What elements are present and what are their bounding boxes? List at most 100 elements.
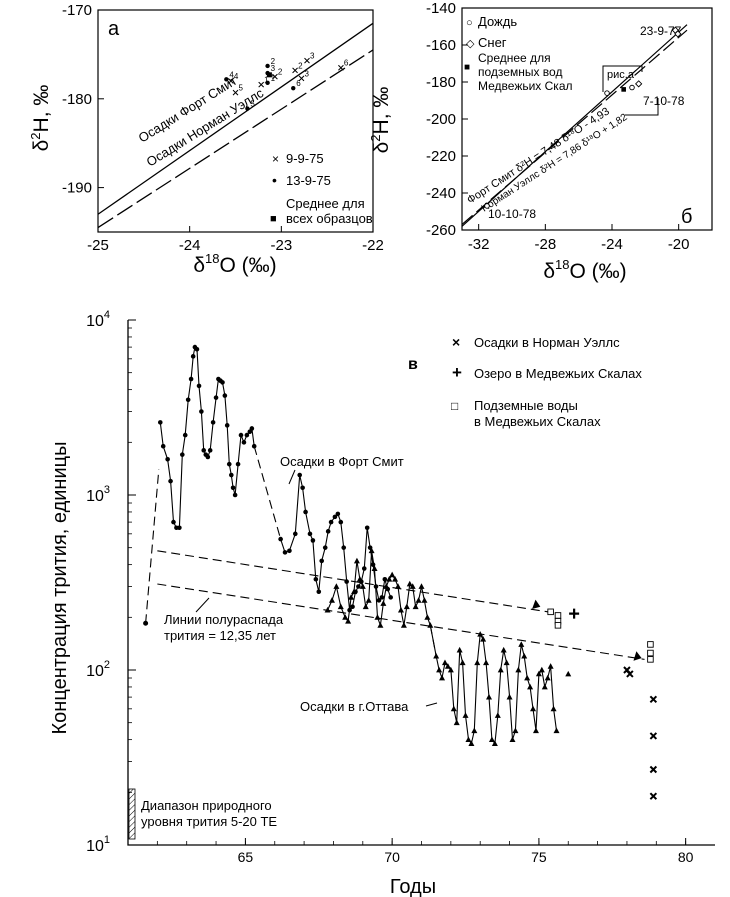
panel-c-x-tick-label: 65 [238, 849, 254, 865]
panel-c-legend-marker-1: × [452, 334, 460, 350]
panel-c-point-fort-smith [190, 354, 196, 359]
panel-c-point-groundwater [647, 641, 654, 648]
panel-a-x-tick-label: -24 [179, 237, 201, 254]
panel-c-x-tick-label: 80 [678, 849, 694, 865]
panel-c-point-fort-smith [297, 472, 302, 478]
panel-c-point-ottawa [444, 663, 451, 669]
panel-a-point-x [228, 78, 234, 84]
panel-c-point-fort-smith [224, 423, 230, 428]
panel-c-point-fort-smith [238, 432, 244, 438]
panel-a-point-label: 4 [234, 72, 239, 81]
panel-c-point-ottawa [547, 663, 554, 669]
panel-c-point-groundwater [647, 656, 654, 663]
panel-a-regression-line-2 [97, 49, 374, 229]
panel-c-y-title: Концентрация трития, единицы [49, 442, 71, 735]
panel-c-point-norman-wells [626, 670, 634, 678]
panel-c-connector-2 [253, 446, 282, 540]
panel-c-legend-label-2: Озеро в Медвежьих Скалах [474, 366, 642, 381]
panel-a-point-mean [266, 72, 272, 78]
panel-a-regression-line-1 [97, 22, 374, 215]
panel-c-point-ottawa [374, 614, 381, 620]
panel-c-point-ottawa [371, 565, 378, 571]
panel-c-point-ottawa [324, 606, 331, 613]
panel-b-annotation-23-9-77: 23-9-77 [640, 24, 682, 38]
panel-c-point-ottawa [421, 597, 428, 603]
panel-c-point-ottawa [409, 583, 416, 589]
panel-c-point-fort-smith [196, 383, 202, 389]
panel-a-point-x [232, 89, 239, 96]
panel-a-point-label: 3 [310, 52, 315, 61]
panel-a-point-label: 1 [264, 76, 269, 85]
panel-b-regression-line-2 [461, 29, 688, 225]
panel-b-y-tick-label: -220 [426, 148, 456, 165]
panel-c-point-fort-smith [319, 558, 325, 564]
panel-c-point-fort-smith [307, 531, 313, 537]
panel-c-point-ottawa [400, 622, 407, 628]
panel-a-point-dot [265, 63, 270, 69]
panel-c-point-ottawa [386, 576, 393, 582]
panel-c-point-ottawa [530, 705, 537, 712]
panel-c-point-ottawa [524, 674, 531, 681]
panel-c-point-ottawa [497, 666, 504, 673]
panel-b-x-title-main: δ [543, 260, 555, 283]
panel-c-point-fort-smith [229, 472, 234, 478]
panel-a-point-label: 2 [271, 57, 276, 66]
panel-c-point-norman-wells [649, 765, 658, 774]
panel-a-frame [97, 9, 374, 233]
panel-c-point-fort-smith [332, 514, 338, 520]
panel-a-legend-label-3-line2: всех образцов [286, 211, 373, 226]
panel-c-point-ottawa [538, 666, 545, 673]
panel-a-y-tick-label: -170 [62, 2, 92, 19]
panel-c-point-groundwater [647, 649, 654, 657]
panel-b-y-tick-label: -160 [426, 37, 456, 54]
panel-c-half-life-label: Линии полураспада трития = 12,35 лет [164, 612, 287, 643]
panel-c-point-ottawa [377, 622, 384, 628]
panel-c-point-ottawa [337, 603, 344, 610]
panel-c-point-ottawa [527, 683, 534, 690]
panel-c-point-ottawa [392, 576, 399, 582]
panel-a-y-title: δ2H, ‰ [28, 85, 53, 152]
panel-b-x-title: δ18O (‰) [543, 257, 626, 283]
panel-c-point-fort-smith [249, 426, 255, 431]
panel-c-point-ottawa [433, 652, 440, 659]
panel-c-point-ottawa [389, 571, 396, 578]
panel-c-point-ottawa [509, 736, 516, 743]
panel-c-point-ottawa [403, 603, 410, 610]
panel-c-half-life-line2: трития = 12,35 лет [164, 628, 276, 643]
panel-c-point-fort-smith [222, 393, 228, 398]
panel-c-point-ottawa [506, 693, 513, 700]
panel-a-y-tick-label: -180 [62, 91, 92, 108]
panel-b-x-title-rest: O (‰) [570, 260, 627, 283]
panel-c-point-ottawa [450, 705, 457, 712]
panel-c-arrowhead-1 [532, 599, 541, 610]
panel-c-legend-label-3: Подземные воды в Медвежьих Скалах [474, 398, 601, 429]
panel-c-point-ottawa [380, 600, 387, 606]
panel-c-point-ottawa [532, 727, 539, 734]
panel-c-point-fort-smith [182, 432, 188, 438]
panel-b-legend-marker-2: ◇ [466, 38, 475, 50]
panel-c-fort-smith-label: Осадки в Форт Смит [280, 454, 404, 469]
panel-c-point-fort-smith [300, 485, 305, 491]
panel-c-point-ottawa [345, 618, 352, 624]
panel-c-point-fort-smith [356, 584, 361, 589]
panel-c-legend-marker-2: + [452, 363, 462, 382]
panel-a-x-title-main: δ [193, 254, 205, 277]
panel-c-point-fort-smith [251, 443, 257, 449]
panel-c-point-fort-smith [194, 347, 200, 352]
panel-c-point-fort-smith [287, 548, 292, 554]
panel-a-point-label: 2 [278, 68, 283, 77]
panel-c-point-ottawa [383, 583, 390, 589]
panel-c-point-ottawa [471, 727, 478, 734]
panel-a-x-title: δ18O (‰) [193, 251, 276, 277]
panel-c-point-ottawa [541, 683, 548, 690]
panel-a-x-tick-label: -23 [270, 237, 292, 254]
panel-c-ottawa-pointer [425, 702, 438, 707]
panel-a-x-title-rest: O (‰) [220, 254, 277, 277]
panel-c-point-ottawa [544, 674, 551, 681]
panel-a-y-title-sup: 2 [28, 132, 43, 139]
panel-c-half-life-pointer [195, 597, 210, 613]
panel-c-point-ottawa [412, 603, 419, 610]
panel-c-natural-line1: Диапазон природного [141, 798, 272, 813]
panel-c-legend: × Осадки в Норман Уэллс + Озеро в Медвеж… [451, 334, 642, 429]
